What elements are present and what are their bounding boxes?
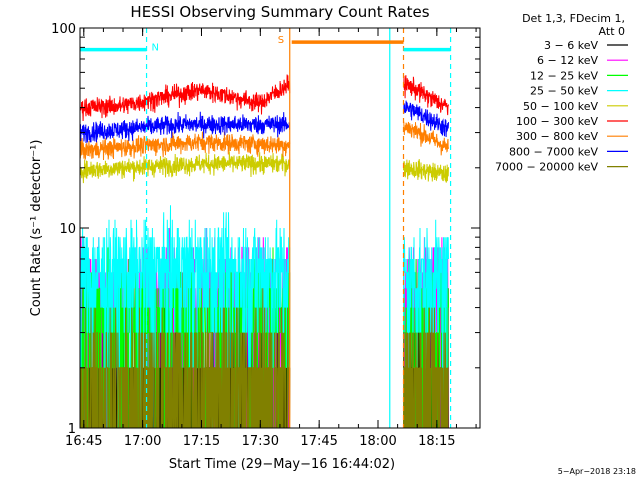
y-tick-label-100: 100: [51, 22, 76, 37]
series-800-7000-kev-line: [79, 100, 449, 144]
legend-label-100-300-kev: 100 − 300 keV: [516, 115, 598, 128]
legend-label-800-7000-kev: 800 − 7000 keV: [509, 145, 598, 158]
legend-header-2: Att 0: [599, 25, 625, 38]
legend-label-50-100-kev: 50 − 100 keV: [523, 100, 598, 113]
series-100-300-kev-line: [79, 74, 449, 122]
legend-label-3-6-kev: 3 − 6 keV: [544, 39, 598, 52]
y-tick-label-10: 10: [59, 222, 76, 237]
timestamp-label: 5−Apr−2018 23:18: [558, 467, 636, 476]
x-tick-label-17-00: 17:00: [124, 434, 161, 449]
x-tick-label-17-30: 17:30: [242, 434, 279, 449]
x-tick-label-18-15: 18:15: [418, 434, 455, 449]
legend-label-300-800-kev: 300 − 800 keV: [516, 130, 598, 143]
legend-label-6-12-kev: 6 − 12 keV: [537, 54, 598, 67]
legend-label-7000-20000-kev: 7000 − 20000 keV: [495, 161, 598, 174]
x-tick-label-17-15: 17:15: [183, 434, 220, 449]
legend-header-1: Det 1,3, FDecim 1,: [522, 12, 625, 25]
x-tick-label-18-00: 18:00: [359, 434, 396, 449]
y-axis-label: Count Rate (s⁻¹ detector⁻¹): [29, 140, 44, 317]
plot-area: [79, 74, 449, 429]
y-tick-label-1: 1: [68, 422, 76, 437]
flag-label-s: S: [278, 35, 284, 46]
flag-label-n: N: [152, 43, 159, 54]
series-50-100-kev-line: [79, 151, 449, 184]
legend: Det 1,3, FDecim 1,Att 03 − 6 keV 6 − 12 k…: [495, 12, 628, 174]
x-axis-label: Start Time (29−May−16 16:44:02): [169, 457, 395, 472]
x-tick-label-17-45: 17:45: [300, 434, 337, 449]
legend-label-12-25-kev: 12 − 25 keV: [530, 69, 598, 82]
plot-overlays: NS: [80, 28, 452, 428]
x-tick-label-16-45: 16:45: [65, 434, 102, 449]
chart-title: HESSI Observing Summary Count Rates: [130, 3, 429, 21]
series-300-800-kev-line: [79, 121, 449, 161]
legend-label-25-50-kev: 25 − 50 keV: [530, 85, 598, 98]
series-7000-20000-kev-line: [79, 288, 449, 429]
axes: 16:45 17:00 17:15 17:30 17:45 18:00 18:15 1 10 10…: [51, 22, 480, 449]
